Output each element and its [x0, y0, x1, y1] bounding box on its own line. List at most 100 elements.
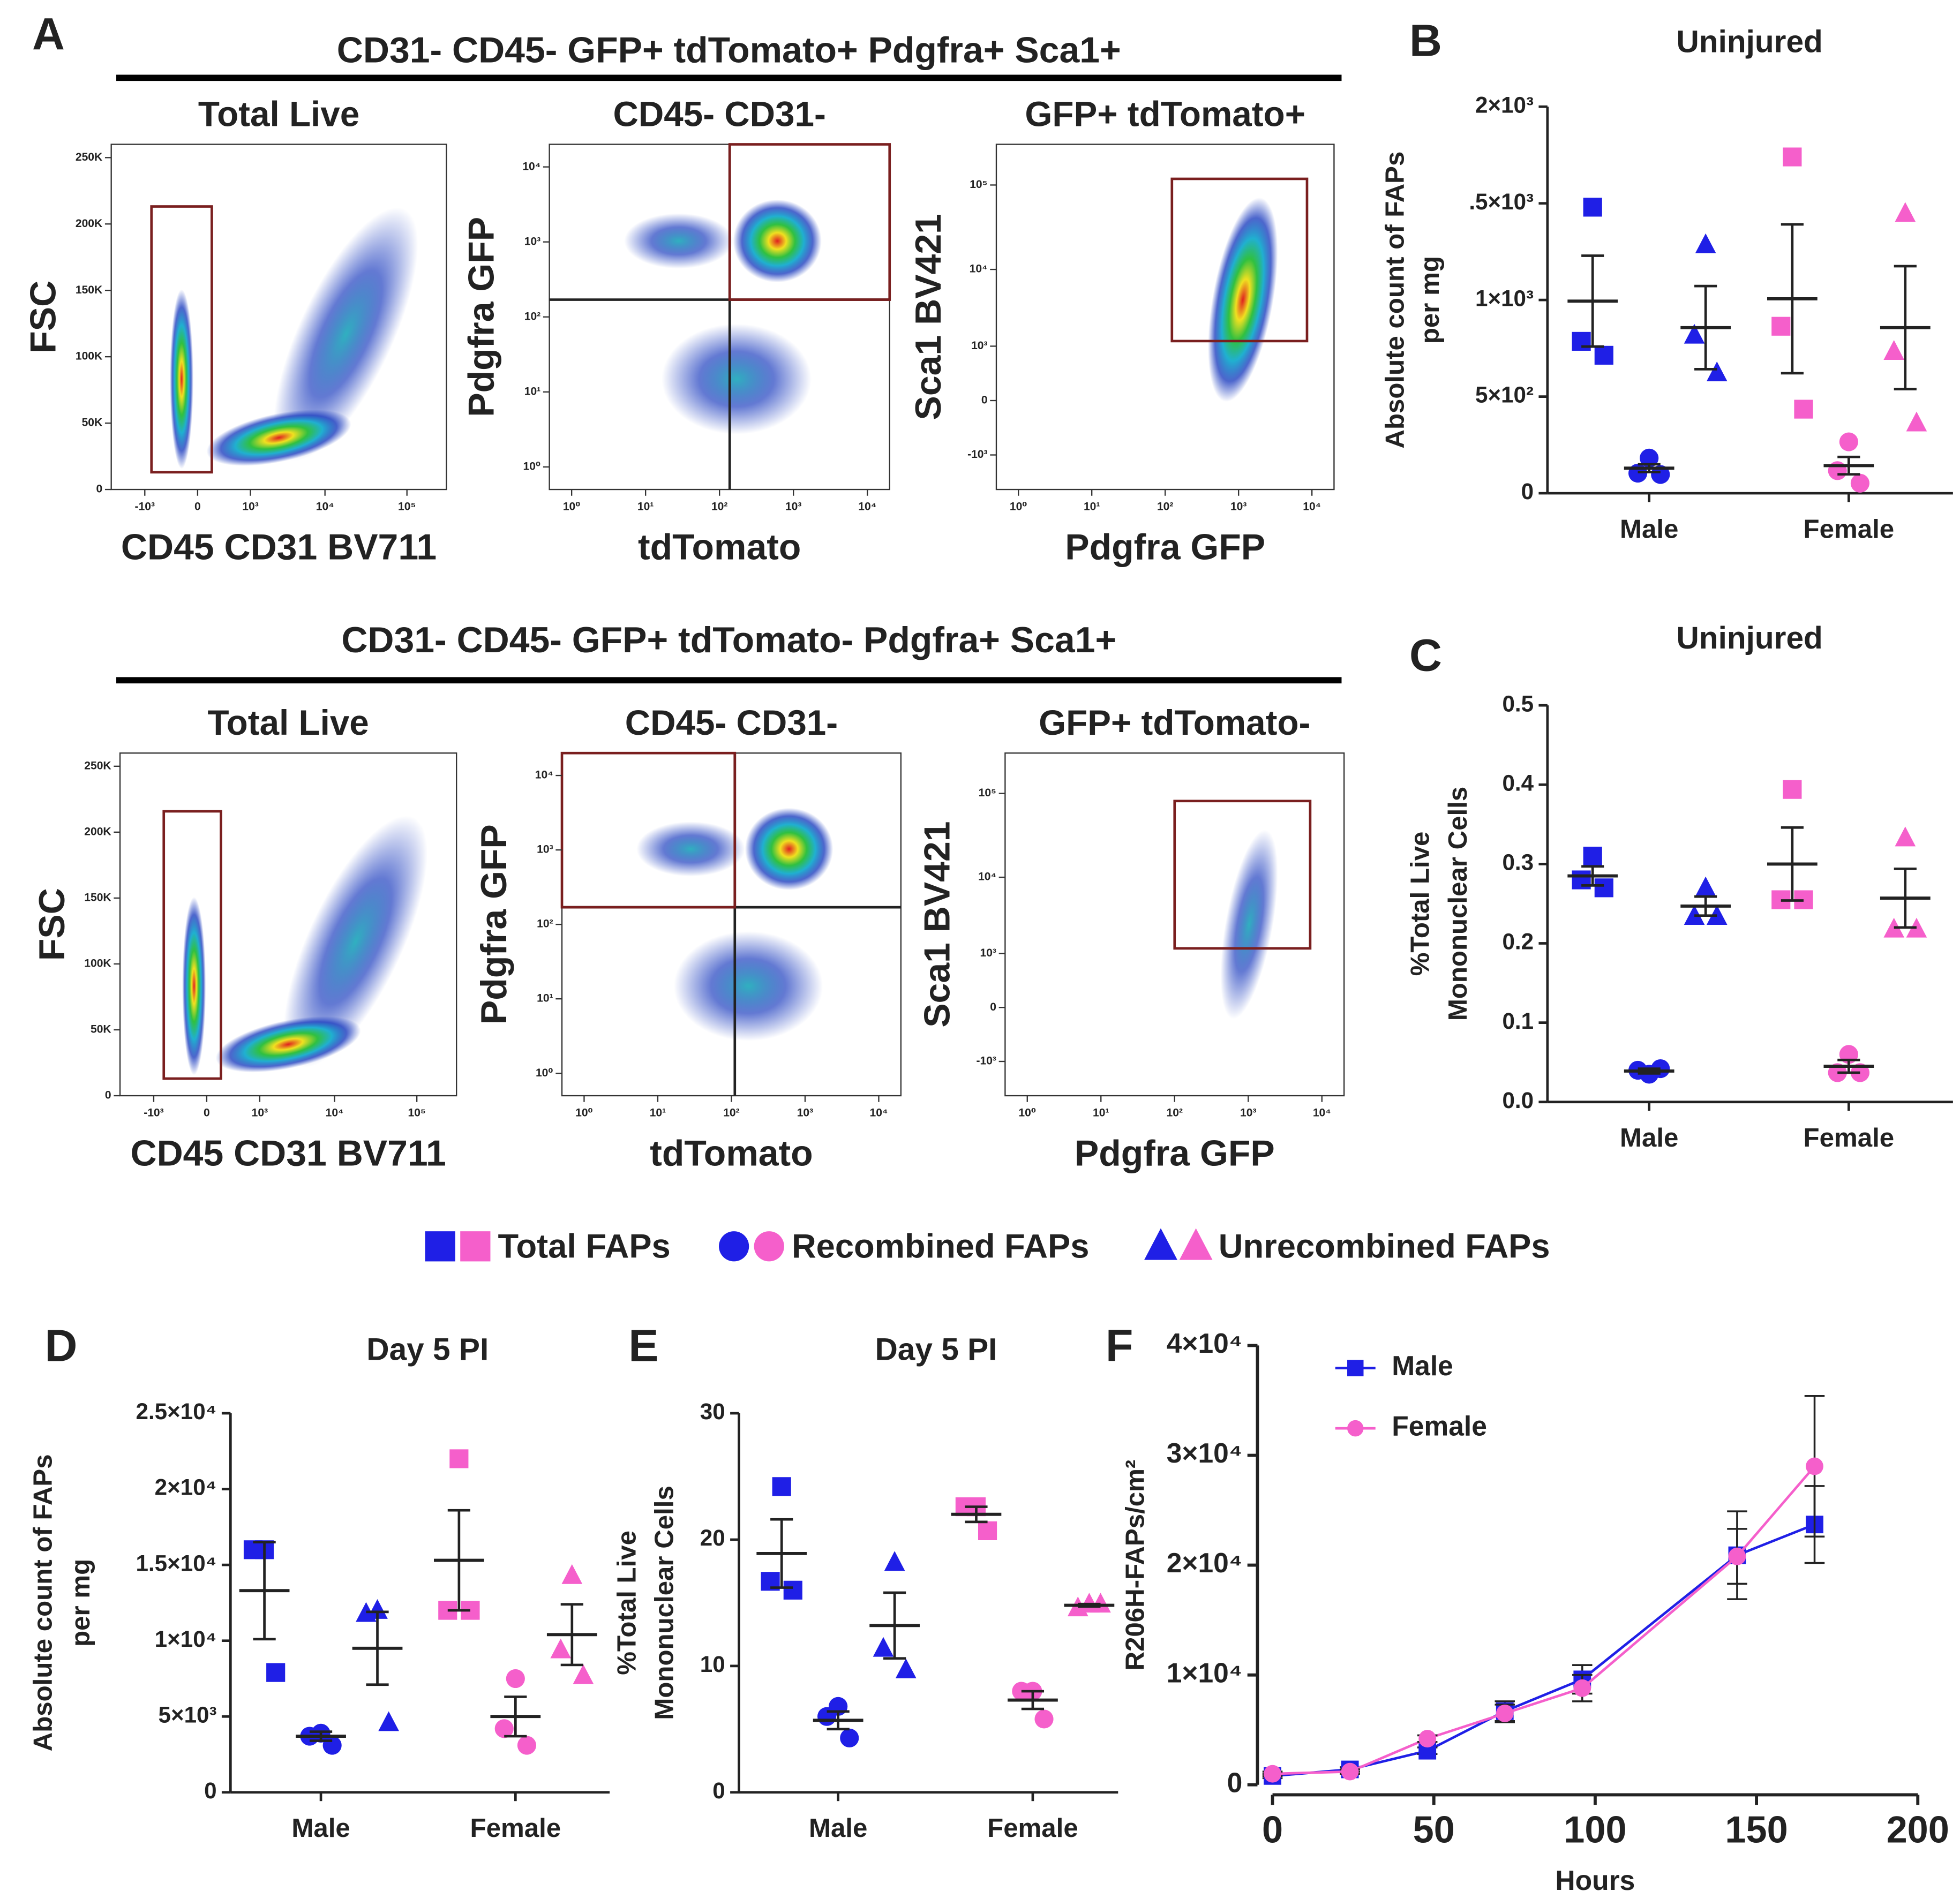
- density-cloud: [182, 896, 206, 1075]
- plot-frame: [561, 752, 902, 1097]
- x-axis-label: CD45 CD31 BV711: [131, 1133, 446, 1173]
- y-axis-label: Absolute count of FAPs: [28, 1454, 57, 1751]
- y-tick-label: 10²: [524, 310, 540, 322]
- y-tick-label: 0: [1227, 1767, 1243, 1798]
- x-axis-label: Hours: [1555, 1865, 1635, 1896]
- y-tick-label: 5×10³: [158, 1702, 216, 1727]
- x-tick-label: 10⁴: [316, 500, 334, 513]
- y-tick-label: 250K: [84, 759, 111, 772]
- x-axis-label: tdTomato: [650, 1133, 813, 1173]
- y-tick-label: 200K: [76, 217, 103, 230]
- y-tick-label: 50K: [82, 417, 103, 429]
- data-point: [1651, 465, 1670, 484]
- y-tick-label: 2.5×10⁴: [136, 1399, 217, 1424]
- y-tick-label: 0: [204, 1778, 216, 1803]
- y-axis-label: FSC: [23, 281, 64, 353]
- y-tick-label: 10⁰: [536, 1067, 553, 1079]
- panel-label: A: [32, 9, 65, 59]
- x-tick-label: Male: [809, 1813, 867, 1843]
- density-cloud: [662, 323, 812, 434]
- data-point: [1684, 323, 1705, 344]
- x-axis-label: Pdgfra GFP: [1065, 526, 1265, 567]
- density-cloud: [215, 1016, 361, 1073]
- plot-title: GFP+ tdTomato+: [1025, 94, 1305, 133]
- x-tick-label: 10⁵: [398, 500, 416, 513]
- plot-title: Total Live: [198, 94, 359, 133]
- legend-label: Unrecombined FAPs: [1219, 1228, 1550, 1265]
- x-tick-label: -10³: [144, 1106, 163, 1119]
- y-axis-label: Sca1 BV421: [917, 821, 957, 1027]
- y-tick-label: 10⁵: [979, 787, 996, 799]
- y-tick-label: 100K: [76, 350, 103, 363]
- panel-label: B: [1409, 15, 1442, 65]
- y-tick-label: 50K: [91, 1023, 111, 1036]
- y-tick-label: 1.5×10⁴: [136, 1550, 217, 1576]
- data-point: [1573, 1679, 1591, 1697]
- x-tick-label: Female: [1804, 514, 1895, 544]
- data-point: [1341, 1762, 1359, 1781]
- y-axis-label: per mg: [1415, 256, 1445, 344]
- x-tick-label: 10¹: [1093, 1106, 1109, 1119]
- legend-marker: [1144, 1228, 1177, 1260]
- plot-title: Total Live: [207, 703, 369, 742]
- x-axis-label: CD45 CD31 BV711: [121, 526, 437, 567]
- y-tick-label: 10: [700, 1652, 725, 1677]
- data-point: [1264, 1765, 1281, 1783]
- x-tick-label: 10²: [723, 1106, 739, 1119]
- data-point: [978, 1521, 997, 1540]
- data-point: [1640, 448, 1659, 468]
- data-point: [783, 1580, 802, 1600]
- data-point: [449, 1449, 469, 1468]
- legend-label: Recombined FAPs: [792, 1228, 1089, 1265]
- x-tick-label: 10³: [252, 1106, 268, 1119]
- x-tick-label: 10⁵: [408, 1106, 425, 1119]
- data-point: [1583, 847, 1602, 866]
- y-tick-label: 10²: [537, 918, 553, 930]
- y-tick-label: 4×10⁴: [1167, 1328, 1243, 1359]
- data-point: [1695, 233, 1716, 253]
- x-tick-label: 200: [1887, 1808, 1949, 1850]
- y-tick-label: 200K: [84, 825, 111, 838]
- y-tick-label: 10⁴: [522, 160, 540, 172]
- legend-marker: [1347, 1360, 1364, 1376]
- x-tick-label: 10⁰: [575, 1106, 593, 1119]
- data-point: [1728, 1547, 1746, 1565]
- density-cloud: [673, 931, 823, 1041]
- x-tick-label: 10⁰: [1010, 500, 1027, 513]
- legend-marker: [719, 1231, 749, 1262]
- x-tick-label: Female: [1804, 1123, 1895, 1152]
- data-point: [1496, 1705, 1514, 1722]
- y-tick-label: 0: [712, 1778, 725, 1803]
- data-point: [1895, 826, 1916, 847]
- data-point: [322, 1736, 342, 1755]
- legend-marker: [754, 1231, 784, 1262]
- y-tick-label: -10³: [967, 448, 987, 461]
- gate: [560, 751, 737, 909]
- y-axis-label: R206H-FAPs/cm²: [1120, 1460, 1150, 1671]
- x-tick-label: Female: [987, 1813, 1078, 1843]
- data-point: [266, 1663, 286, 1682]
- y-tick-label: 30: [700, 1399, 725, 1424]
- density-cloud: [733, 199, 822, 283]
- y-axis-label: %Total Live: [612, 1531, 641, 1675]
- panel-label: C: [1409, 630, 1442, 681]
- x-tick-label: 10²: [711, 500, 727, 513]
- y-tick-label: 100K: [84, 958, 111, 970]
- x-tick-label: 10³: [242, 500, 258, 513]
- y-tick-label: 10¹: [524, 385, 540, 397]
- y-tick-label: .5×10³: [1469, 189, 1534, 214]
- panel-label: E: [628, 1321, 658, 1371]
- x-tick-label: 10⁴: [1313, 1106, 1331, 1119]
- data-point: [1883, 340, 1905, 360]
- y-tick-label: 20: [700, 1525, 725, 1550]
- y-tick-label: 10³: [537, 843, 553, 856]
- x-tick-label: Male: [1620, 1123, 1678, 1152]
- density-cloud: [624, 213, 733, 269]
- density-cloud: [1208, 197, 1278, 402]
- data-point: [550, 1638, 572, 1659]
- y-tick-label: 1×10⁴: [155, 1626, 217, 1652]
- y-tick-label: 10³: [980, 947, 996, 959]
- panel-label: D: [44, 1321, 77, 1371]
